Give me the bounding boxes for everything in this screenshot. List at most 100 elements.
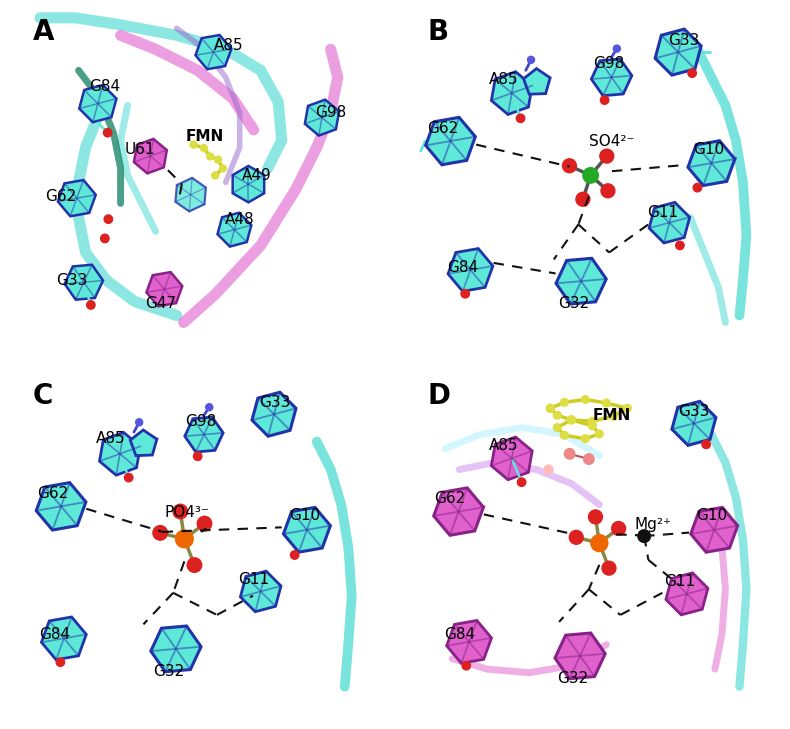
Polygon shape	[130, 430, 157, 456]
Circle shape	[153, 526, 167, 540]
Circle shape	[623, 405, 631, 412]
Polygon shape	[100, 432, 141, 475]
Text: A85: A85	[96, 432, 126, 446]
Text: G10: G10	[696, 508, 727, 523]
Circle shape	[517, 114, 525, 122]
Circle shape	[214, 156, 221, 163]
Text: D: D	[427, 382, 451, 410]
Text: A48: A48	[225, 211, 254, 227]
Circle shape	[610, 413, 617, 420]
Circle shape	[567, 416, 575, 424]
Circle shape	[688, 69, 696, 77]
Text: G33: G33	[259, 395, 291, 410]
Text: G47: G47	[145, 296, 176, 311]
Text: G32: G32	[559, 296, 590, 311]
Circle shape	[125, 473, 133, 482]
Text: B: B	[427, 17, 449, 46]
Circle shape	[589, 418, 596, 425]
Text: G32: G32	[153, 664, 185, 679]
Polygon shape	[79, 85, 116, 122]
Polygon shape	[690, 507, 738, 552]
Text: Mg²⁺: Mg²⁺	[634, 518, 671, 532]
Circle shape	[603, 399, 610, 407]
Text: G62: G62	[46, 189, 77, 204]
Circle shape	[560, 399, 568, 406]
Text: G32: G32	[558, 671, 589, 687]
Polygon shape	[556, 258, 606, 304]
Circle shape	[212, 172, 219, 179]
Text: G84: G84	[40, 628, 70, 642]
Text: G62: G62	[427, 120, 458, 136]
Polygon shape	[146, 272, 182, 306]
Polygon shape	[524, 69, 550, 94]
Text: G62: G62	[434, 491, 465, 506]
Text: C: C	[33, 382, 54, 410]
Polygon shape	[36, 483, 86, 530]
Text: A49: A49	[243, 168, 272, 183]
Text: G11: G11	[647, 205, 678, 219]
Circle shape	[207, 153, 214, 160]
Polygon shape	[284, 507, 330, 552]
Text: G11: G11	[238, 572, 269, 588]
Circle shape	[675, 241, 684, 249]
Text: U61: U61	[125, 141, 155, 157]
Circle shape	[564, 448, 575, 459]
Circle shape	[584, 453, 594, 464]
Polygon shape	[448, 249, 493, 292]
Text: G33: G33	[679, 405, 709, 419]
Circle shape	[611, 521, 626, 535]
Circle shape	[461, 289, 469, 298]
Text: G33: G33	[668, 33, 699, 48]
Circle shape	[205, 404, 213, 410]
Text: G84: G84	[89, 79, 120, 93]
Text: G33: G33	[56, 273, 87, 288]
Circle shape	[601, 184, 615, 198]
Circle shape	[583, 168, 598, 183]
Circle shape	[589, 510, 603, 524]
Polygon shape	[217, 213, 251, 246]
Circle shape	[220, 165, 227, 172]
Polygon shape	[41, 617, 86, 660]
Text: A85: A85	[489, 437, 519, 453]
Polygon shape	[195, 35, 231, 69]
Circle shape	[638, 530, 650, 542]
Circle shape	[175, 530, 194, 547]
Text: SO4²⁻: SO4²⁻	[589, 133, 634, 149]
Text: G11: G11	[664, 574, 695, 589]
Polygon shape	[592, 59, 632, 95]
Polygon shape	[446, 620, 491, 663]
Text: G62: G62	[36, 486, 68, 501]
Circle shape	[104, 215, 112, 223]
Circle shape	[602, 561, 616, 575]
Circle shape	[581, 396, 589, 403]
Polygon shape	[58, 180, 96, 217]
Text: G98: G98	[593, 56, 625, 71]
Polygon shape	[175, 178, 206, 211]
Circle shape	[291, 551, 299, 559]
Circle shape	[613, 45, 620, 52]
Polygon shape	[555, 633, 605, 679]
Polygon shape	[649, 203, 690, 243]
Text: G84: G84	[447, 260, 478, 275]
Circle shape	[567, 416, 575, 424]
Text: FMN: FMN	[592, 408, 630, 423]
Circle shape	[591, 534, 608, 552]
Circle shape	[100, 234, 109, 243]
Circle shape	[201, 144, 208, 152]
Circle shape	[187, 558, 201, 572]
Polygon shape	[240, 571, 281, 612]
Polygon shape	[655, 29, 702, 75]
Polygon shape	[233, 166, 264, 203]
Circle shape	[600, 96, 609, 104]
Polygon shape	[65, 265, 103, 300]
Circle shape	[576, 192, 590, 206]
Circle shape	[562, 159, 577, 173]
Text: PO4³⁻: PO4³⁻	[164, 504, 209, 520]
Circle shape	[596, 430, 604, 437]
Circle shape	[560, 432, 568, 439]
Polygon shape	[252, 392, 296, 436]
Text: A85: A85	[214, 39, 244, 53]
Circle shape	[136, 418, 143, 426]
Circle shape	[570, 531, 583, 545]
Polygon shape	[434, 488, 483, 535]
